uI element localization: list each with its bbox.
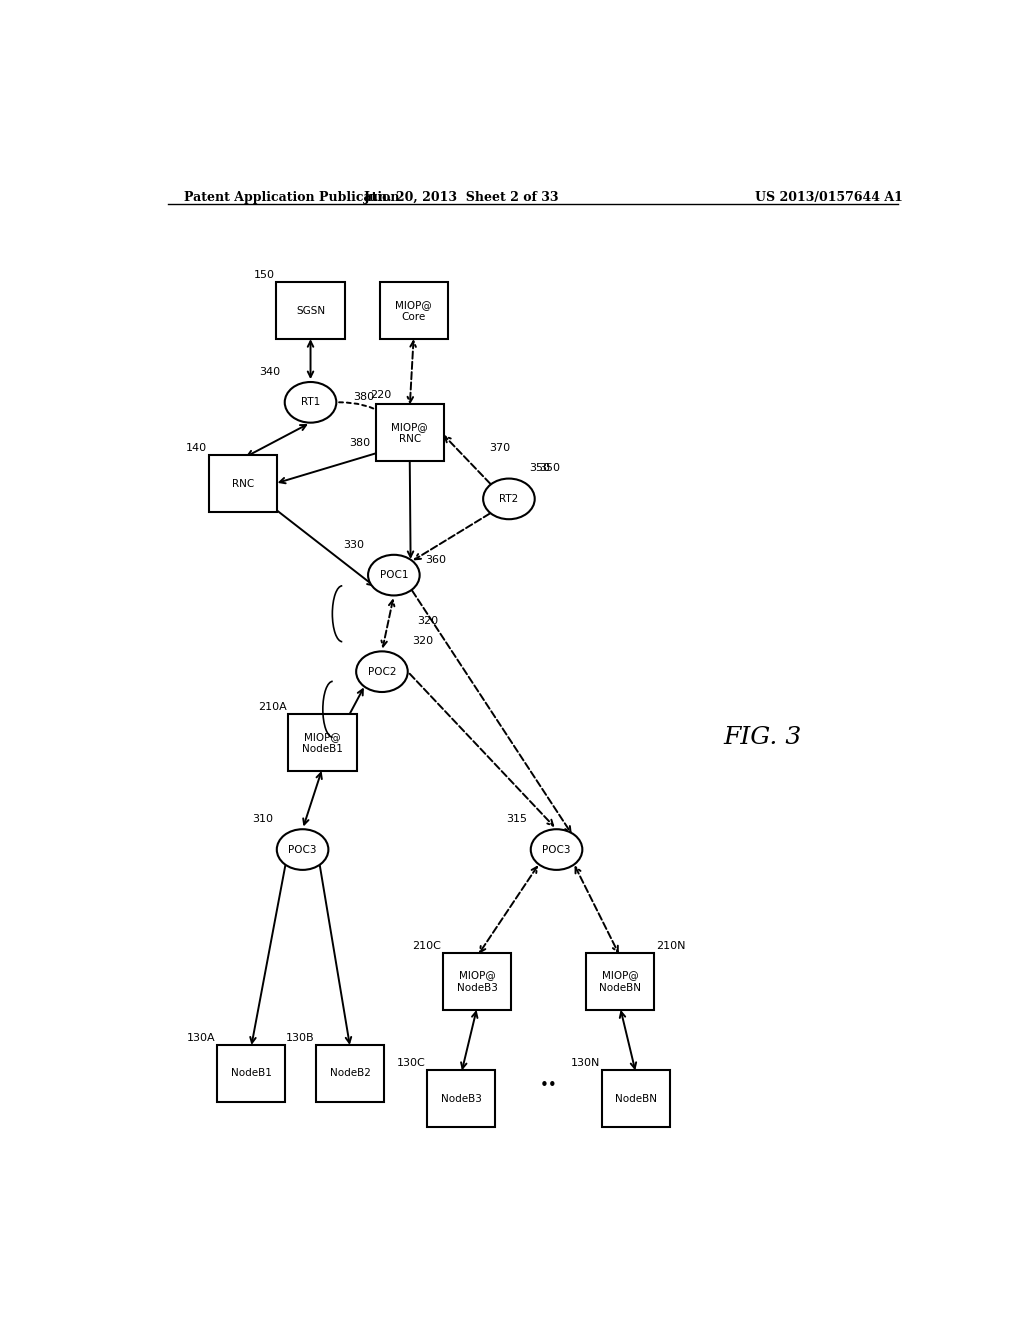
Text: 140: 140 bbox=[186, 444, 207, 453]
Text: 210C: 210C bbox=[413, 941, 441, 952]
Text: 380: 380 bbox=[353, 392, 374, 403]
Text: US 2013/0157644 A1: US 2013/0157644 A1 bbox=[755, 191, 903, 203]
Text: 130A: 130A bbox=[186, 1032, 215, 1043]
Text: 320: 320 bbox=[412, 636, 433, 647]
Text: RNC: RNC bbox=[232, 479, 254, 488]
Text: 315: 315 bbox=[506, 814, 526, 824]
Text: MIOP@
RNC: MIOP@ RNC bbox=[391, 421, 428, 444]
Ellipse shape bbox=[276, 829, 329, 870]
Text: NodeBN: NodeBN bbox=[614, 1093, 657, 1104]
Text: NodeB3: NodeB3 bbox=[441, 1093, 481, 1104]
Ellipse shape bbox=[285, 381, 336, 422]
Text: RT1: RT1 bbox=[301, 397, 321, 408]
FancyBboxPatch shape bbox=[443, 953, 511, 1010]
Text: Patent Application Publication: Patent Application Publication bbox=[183, 191, 399, 203]
Text: 320: 320 bbox=[418, 616, 439, 626]
Text: 330: 330 bbox=[343, 540, 365, 549]
Text: NodeB1: NodeB1 bbox=[230, 1068, 271, 1078]
Text: FIG. 3: FIG. 3 bbox=[724, 726, 802, 750]
Text: SGSN: SGSN bbox=[296, 306, 325, 315]
Text: 130C: 130C bbox=[397, 1059, 426, 1068]
FancyBboxPatch shape bbox=[380, 282, 447, 339]
Text: 380: 380 bbox=[349, 438, 370, 447]
Ellipse shape bbox=[368, 554, 420, 595]
Text: 350: 350 bbox=[528, 463, 550, 474]
FancyBboxPatch shape bbox=[289, 714, 356, 771]
Text: POC3: POC3 bbox=[543, 845, 570, 854]
FancyBboxPatch shape bbox=[376, 404, 443, 461]
Text: MIOP@
NodeBN: MIOP@ NodeBN bbox=[599, 970, 641, 993]
Text: 150: 150 bbox=[254, 271, 274, 280]
FancyBboxPatch shape bbox=[217, 1044, 285, 1102]
Ellipse shape bbox=[530, 829, 583, 870]
Text: ••: •• bbox=[540, 1078, 557, 1093]
Text: 370: 370 bbox=[489, 444, 510, 453]
Text: MIOP@
NodeB3: MIOP@ NodeB3 bbox=[457, 970, 498, 993]
Text: 130B: 130B bbox=[286, 1032, 314, 1043]
Text: POC1: POC1 bbox=[380, 570, 409, 579]
FancyBboxPatch shape bbox=[602, 1071, 670, 1127]
Ellipse shape bbox=[483, 479, 535, 519]
Text: POC2: POC2 bbox=[368, 667, 396, 677]
Text: 350: 350 bbox=[539, 463, 560, 474]
Text: 360: 360 bbox=[426, 554, 446, 565]
FancyBboxPatch shape bbox=[209, 455, 278, 512]
Text: NodeB2: NodeB2 bbox=[330, 1068, 371, 1078]
Ellipse shape bbox=[356, 651, 408, 692]
Text: MIOP@
Core: MIOP@ Core bbox=[395, 300, 432, 322]
Text: 210A: 210A bbox=[258, 702, 287, 713]
Text: MIOP@
NodeB1: MIOP@ NodeB1 bbox=[302, 731, 343, 754]
Text: 340: 340 bbox=[260, 367, 281, 378]
Text: 210N: 210N bbox=[655, 941, 685, 952]
Text: RT2: RT2 bbox=[500, 494, 518, 504]
FancyBboxPatch shape bbox=[316, 1044, 384, 1102]
Text: 130N: 130N bbox=[570, 1059, 600, 1068]
FancyBboxPatch shape bbox=[586, 953, 654, 1010]
Text: POC3: POC3 bbox=[289, 845, 316, 854]
Text: 310: 310 bbox=[252, 814, 272, 824]
FancyBboxPatch shape bbox=[276, 282, 345, 339]
FancyBboxPatch shape bbox=[427, 1071, 496, 1127]
Text: Jun. 20, 2013  Sheet 2 of 33: Jun. 20, 2013 Sheet 2 of 33 bbox=[364, 191, 559, 203]
Text: 220: 220 bbox=[370, 391, 391, 400]
